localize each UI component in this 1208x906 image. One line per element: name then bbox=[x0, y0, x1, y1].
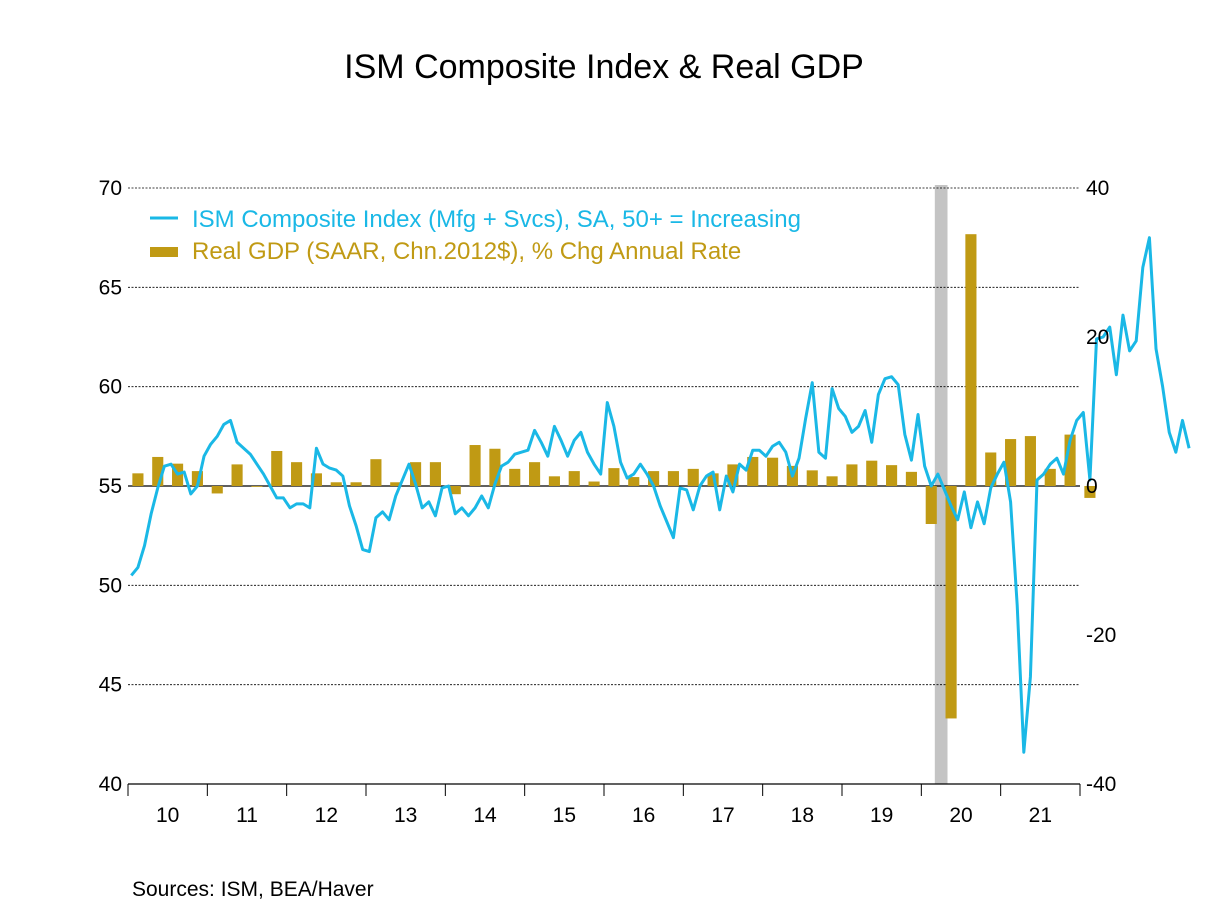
gdp-bar bbox=[350, 482, 362, 486]
gdp-bar bbox=[429, 462, 441, 486]
gdp-bar bbox=[568, 471, 580, 486]
gdp-bar bbox=[866, 460, 878, 486]
gdp-bar bbox=[211, 486, 223, 494]
gdp-bar bbox=[489, 448, 501, 486]
left-tick-label: 55 bbox=[99, 475, 122, 498]
gdp-bar bbox=[132, 473, 144, 486]
x-tick-label: 15 bbox=[553, 804, 576, 827]
gdp-bar bbox=[390, 482, 402, 486]
gdp-bar bbox=[985, 452, 997, 486]
left-tick-label: 45 bbox=[99, 674, 122, 697]
gdp-bar bbox=[1005, 439, 1017, 486]
legend-gdp-bar-icon bbox=[150, 247, 178, 257]
legend: ISM Composite Index (Mfg + Svcs), SA, 50… bbox=[150, 206, 801, 265]
gdp-bar bbox=[1064, 434, 1076, 486]
gdp-bar bbox=[529, 462, 541, 486]
gdp-bar bbox=[152, 456, 164, 486]
gdp-bar bbox=[667, 471, 679, 486]
x-tick-label: 14 bbox=[473, 804, 497, 827]
x-tick-label: 20 bbox=[949, 804, 972, 827]
x-tick-label: 11 bbox=[236, 804, 258, 827]
source-note: Sources: ISM, BEA/Haver bbox=[132, 878, 374, 901]
gdp-bar bbox=[687, 468, 699, 486]
gdp-bar bbox=[905, 471, 917, 486]
legend-gdp-label: Real GDP (SAAR, Chn.2012$), % Chg Annual… bbox=[192, 238, 741, 265]
gdp-bar bbox=[291, 462, 303, 486]
left-tick-label: 50 bbox=[99, 574, 122, 597]
x-tick-label: 10 bbox=[156, 804, 179, 827]
left-tick-label: 70 bbox=[99, 177, 122, 200]
gdp-bar bbox=[509, 468, 521, 486]
x-tick-label: 19 bbox=[870, 804, 893, 827]
chart-title: ISM Composite Index & Real GDP bbox=[344, 48, 864, 86]
gdp-bar bbox=[410, 462, 422, 486]
gdp-bar bbox=[231, 464, 243, 486]
x-tick-label: 17 bbox=[711, 804, 734, 827]
gdp-bar bbox=[886, 465, 898, 486]
gdp-bar bbox=[370, 459, 382, 486]
right-tick-label: -40 bbox=[1086, 773, 1116, 796]
gdp-bar bbox=[1084, 486, 1096, 498]
x-tick-label: 16 bbox=[632, 804, 655, 827]
gdp-bar bbox=[846, 464, 858, 486]
gdp-bar bbox=[548, 476, 560, 486]
gdp-bar bbox=[608, 468, 620, 486]
left-tick-label: 40 bbox=[99, 773, 122, 796]
x-tick-label: 13 bbox=[394, 804, 417, 827]
left-tick-label: 60 bbox=[99, 376, 122, 399]
gdp-bar-layer bbox=[132, 234, 1096, 719]
gdp-bar bbox=[747, 456, 759, 486]
gdp-bar bbox=[310, 473, 322, 486]
right-tick-label: 40 bbox=[1086, 177, 1109, 200]
x-tick-label: 12 bbox=[315, 804, 338, 827]
ism-line-layer bbox=[130, 236, 1191, 754]
gdp-bar bbox=[727, 464, 739, 486]
gdp-bar bbox=[648, 471, 660, 486]
gdp-bar bbox=[965, 234, 977, 486]
axis-layer: 10 11 12 13 14 15 16 17 18 19 20 21 40 45 50 55 60 65 70 -4… bbox=[99, 177, 1117, 827]
right-tick-label: 20 bbox=[1086, 326, 1109, 349]
gdp-bar bbox=[1044, 468, 1056, 486]
gdp-bar bbox=[588, 481, 600, 486]
x-tick-label: 21 bbox=[1029, 804, 1052, 827]
left-tick-label: 65 bbox=[99, 276, 122, 299]
gdp-bar bbox=[806, 470, 818, 486]
gdp-bar bbox=[925, 486, 937, 524]
right-tick-label: -20 bbox=[1086, 624, 1116, 647]
legend-ism-label: ISM Composite Index (Mfg + Svcs), SA, 50… bbox=[192, 206, 801, 233]
gdp-bar bbox=[469, 445, 481, 486]
gdp-bar bbox=[271, 450, 283, 486]
gdp-bar bbox=[945, 486, 957, 719]
ism-series-line bbox=[130, 236, 1191, 754]
gdp-bar bbox=[767, 457, 779, 486]
right-tick-label: 0 bbox=[1086, 475, 1098, 498]
grid-layer bbox=[128, 187, 1080, 686]
gdp-bar bbox=[628, 477, 640, 486]
x-tick-label: 18 bbox=[791, 804, 814, 827]
gdp-bar bbox=[826, 476, 838, 486]
gdp-bar bbox=[330, 482, 342, 486]
gdp-bar bbox=[251, 486, 263, 487]
gdp-bar bbox=[191, 471, 203, 486]
gdp-bar bbox=[1024, 436, 1036, 486]
gdp-bar bbox=[449, 486, 461, 495]
